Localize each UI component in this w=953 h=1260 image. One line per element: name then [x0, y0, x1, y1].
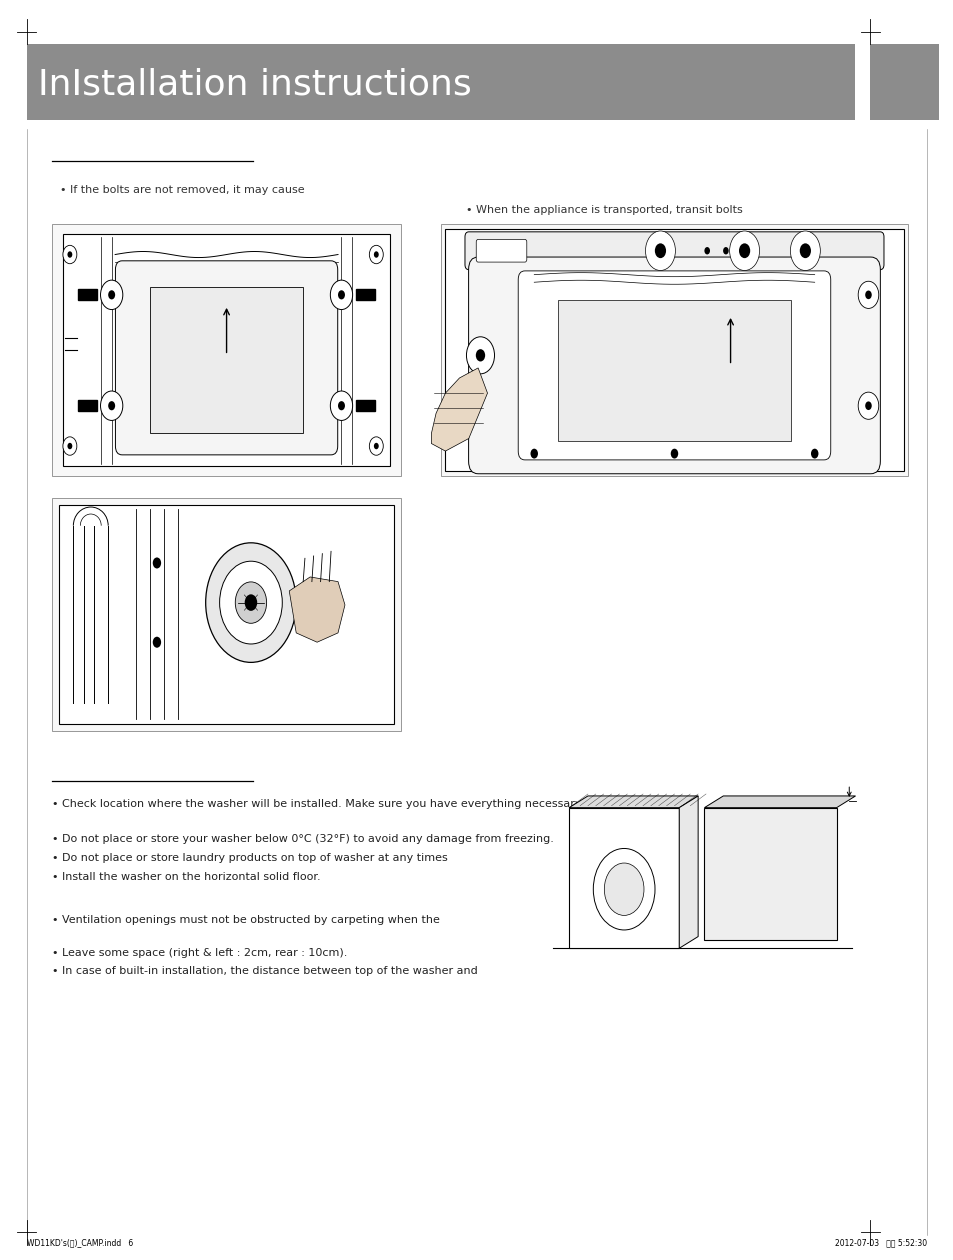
Circle shape [68, 442, 72, 450]
Circle shape [235, 582, 266, 624]
Bar [52, 224, 400, 476]
Bar [557, 300, 790, 441]
Bar [63, 234, 390, 466]
Circle shape [466, 336, 494, 374]
Bar [78, 290, 97, 300]
Circle shape [593, 848, 655, 930]
Text: • If the bolts are not removed, it may cause: • If the bolts are not removed, it may c… [60, 185, 304, 195]
Circle shape [858, 281, 878, 309]
Circle shape [810, 449, 818, 459]
Text: WD11KD's(영)_CAMP.indd   6: WD11KD's(영)_CAMP.indd 6 [27, 1239, 132, 1247]
Circle shape [100, 280, 123, 310]
Text: 2012-07-03   오후 5:52:30: 2012-07-03 오후 5:52:30 [834, 1239, 926, 1247]
Text: • Ventilation openings must not be obstructed by carpeting when the: • Ventilation openings must not be obstr… [52, 915, 440, 925]
Bar [568, 808, 679, 949]
Circle shape [374, 442, 378, 450]
Text: • Leave some space (right & left : 2cm, rear : 10cm).: • Leave some space (right & left : 2cm, … [52, 948, 348, 958]
Bar [445, 229, 902, 471]
Circle shape [722, 247, 728, 255]
Circle shape [603, 863, 643, 916]
Polygon shape [568, 796, 698, 808]
FancyBboxPatch shape [517, 271, 830, 460]
Circle shape [206, 543, 295, 663]
Circle shape [337, 401, 345, 411]
Polygon shape [289, 577, 345, 643]
Circle shape [703, 247, 709, 255]
Circle shape [219, 561, 282, 644]
Bar [150, 287, 303, 433]
Circle shape [369, 246, 383, 263]
Circle shape [374, 251, 378, 258]
Circle shape [729, 231, 759, 271]
Text: • In case of built-in installation, the distance between top of the washer and: • In case of built-in installation, the … [52, 966, 477, 977]
Circle shape [790, 231, 820, 271]
Circle shape [337, 290, 345, 300]
Circle shape [108, 290, 115, 300]
Circle shape [63, 437, 77, 455]
Text: • When the appliance is transported, transit bolts: • When the appliance is transported, tra… [465, 205, 741, 215]
Circle shape [670, 449, 678, 459]
Bar [703, 808, 836, 940]
Circle shape [369, 437, 383, 455]
Circle shape [654, 243, 665, 258]
FancyBboxPatch shape [468, 257, 880, 474]
Polygon shape [431, 368, 487, 451]
Text: • Check location where the washer will be installed. Make sure you have everythi: • Check location where the washer will b… [52, 799, 642, 809]
Text: InIstallation instructions: InIstallation instructions [38, 68, 472, 102]
FancyBboxPatch shape [476, 239, 526, 262]
Circle shape [68, 251, 72, 258]
Circle shape [530, 449, 537, 459]
Text: • Do not place or store laundry products on top of washer at any times: • Do not place or store laundry products… [52, 853, 448, 863]
Circle shape [645, 231, 675, 271]
Circle shape [864, 402, 871, 410]
Bar [355, 290, 375, 300]
Circle shape [100, 391, 123, 421]
Circle shape [108, 401, 115, 411]
Bar [59, 505, 394, 723]
Circle shape [63, 246, 77, 263]
Bar [355, 401, 375, 411]
Circle shape [152, 557, 161, 568]
Circle shape [799, 243, 810, 258]
Bar [869, 44, 938, 120]
Circle shape [244, 595, 257, 611]
Circle shape [476, 349, 485, 362]
Circle shape [858, 392, 878, 420]
Text: • Install the washer on the horizontal solid floor.: • Install the washer on the horizontal s… [52, 872, 321, 882]
FancyBboxPatch shape [464, 232, 883, 270]
Circle shape [330, 280, 353, 310]
Circle shape [152, 636, 161, 648]
Circle shape [864, 291, 871, 299]
Text: • Do not place or store your washer below 0°C (32°F) to avoid any damage from fr: • Do not place or store your washer belo… [52, 834, 554, 844]
Bar [440, 224, 907, 476]
Bar [27, 44, 854, 120]
Bar [78, 401, 97, 411]
Circle shape [330, 391, 353, 421]
Circle shape [739, 243, 749, 258]
FancyBboxPatch shape [115, 261, 337, 455]
Polygon shape [703, 796, 855, 808]
Polygon shape [679, 796, 698, 949]
Bar [52, 498, 400, 731]
